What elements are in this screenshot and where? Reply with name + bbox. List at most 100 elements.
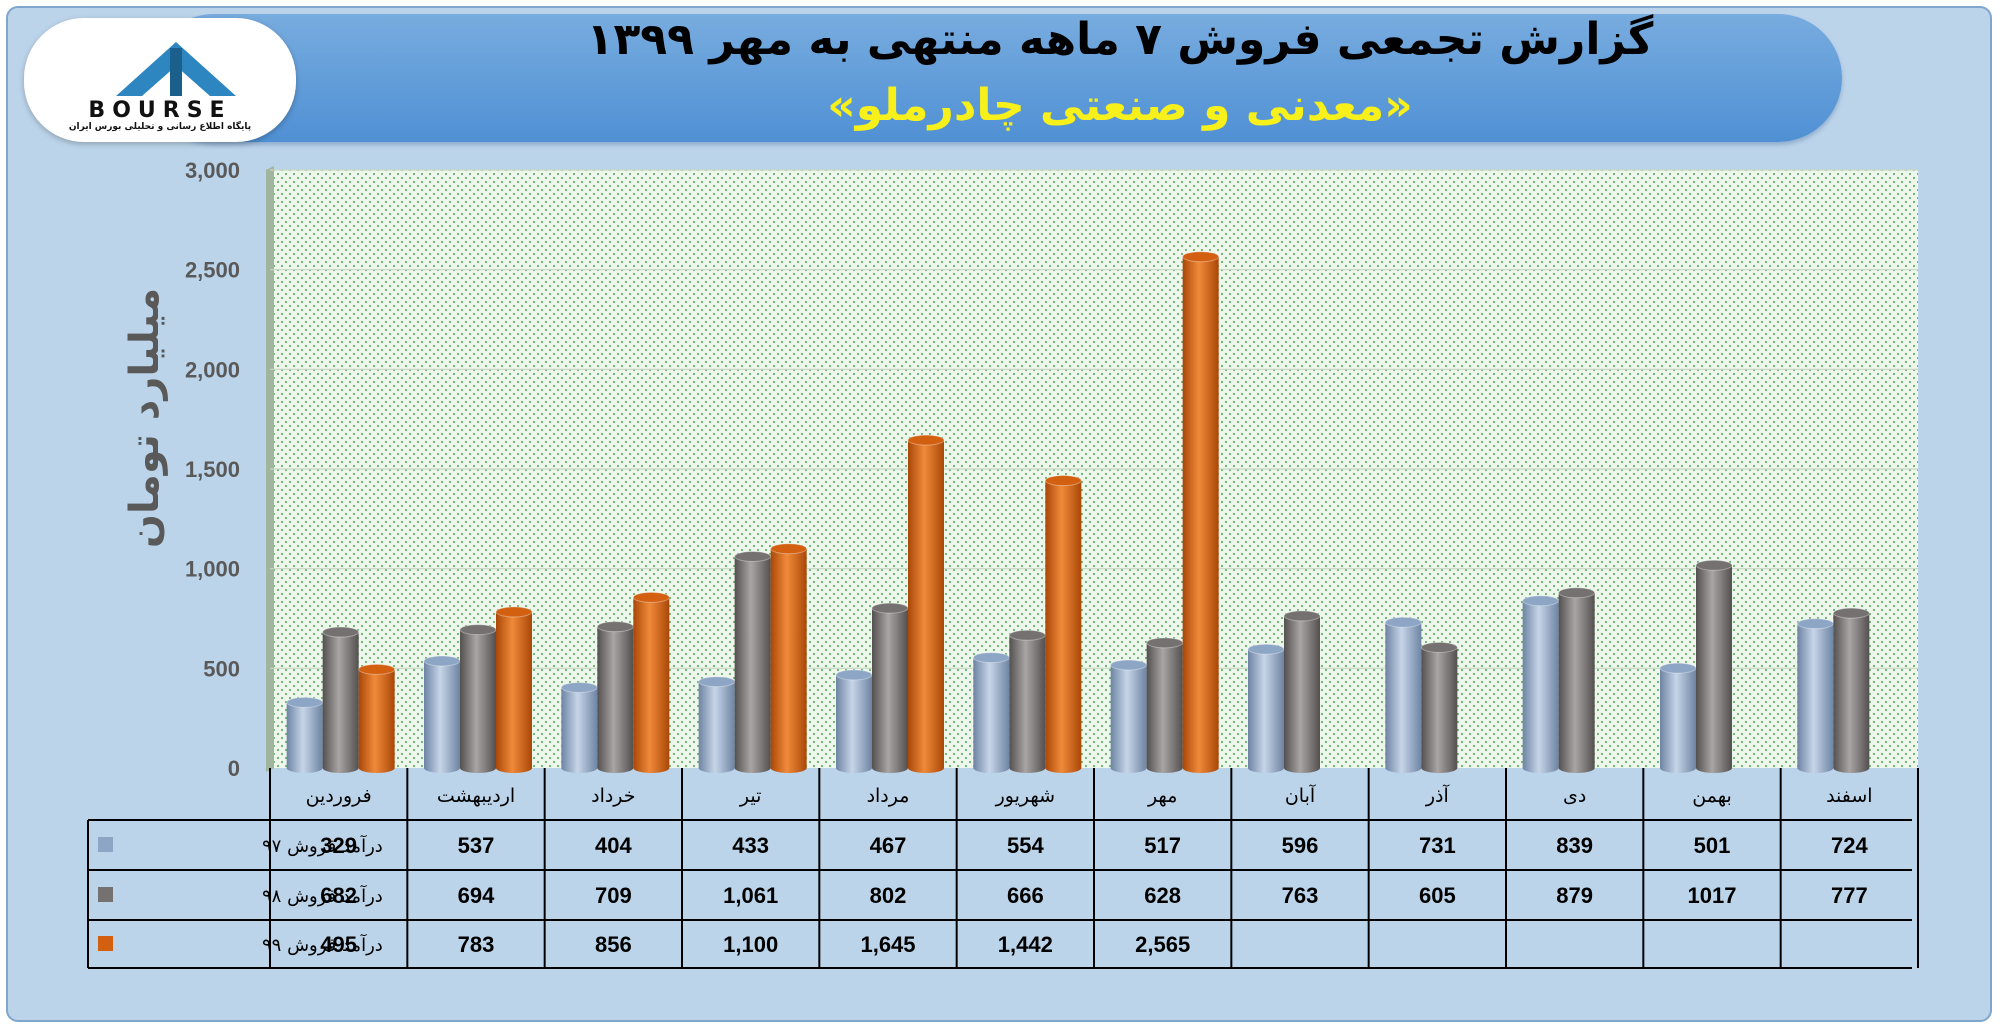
bar	[1659, 662, 1697, 773]
bar	[734, 551, 772, 773]
data-label: 731	[1419, 833, 1456, 858]
bar-body	[1421, 647, 1458, 768]
bourse-logo: BOURSE پایگاه اطلاع رسانی و تحلیلی بورس …	[24, 18, 296, 142]
bar-body	[872, 608, 908, 768]
x-tick-label: آبان	[1285, 783, 1316, 807]
x-tick-label: خرداد	[591, 785, 635, 807]
bar-base	[597, 763, 634, 773]
bar	[972, 652, 1010, 773]
y-tick-label: 3,000	[185, 158, 240, 183]
bar-base	[770, 763, 807, 773]
bar-cap	[1283, 610, 1321, 622]
bar-body	[1182, 256, 1219, 768]
data-label: 2,565	[1135, 932, 1190, 957]
bar-body	[1146, 642, 1183, 768]
bar-cap	[1384, 616, 1422, 628]
bar-base	[358, 763, 395, 773]
logo-caption: پایگاه اطلاع رسانی و تحلیلی بورس ایران	[68, 122, 252, 132]
data-label: 329	[320, 833, 357, 858]
chart-title: گزارش تجمعی فروش ۷ ماهه منتهی به مهر ۱۳۹…	[586, 14, 1654, 65]
data-label: 879	[1556, 883, 1593, 908]
data-label: 1,061	[723, 883, 778, 908]
bar-base	[872, 763, 908, 773]
bar-body	[496, 611, 532, 768]
bar-base	[1558, 763, 1595, 773]
bar-body	[698, 681, 735, 768]
bar-body	[597, 626, 634, 768]
bar-cap	[1146, 637, 1184, 649]
bar-body	[734, 556, 771, 768]
x-tick-label: بهمن	[1692, 785, 1732, 807]
bar-body	[1385, 622, 1422, 768]
bar-body	[633, 597, 670, 768]
bar	[835, 669, 873, 773]
bar	[1522, 595, 1560, 773]
bar-body	[1797, 623, 1834, 768]
bar-body	[1248, 649, 1284, 768]
bar-cap	[1522, 595, 1560, 607]
bar-body	[460, 629, 496, 768]
bar	[907, 434, 945, 773]
bar-body	[1009, 635, 1046, 768]
bar-body	[1833, 613, 1870, 768]
x-tick-label: اسفند	[1826, 785, 1873, 807]
bar-base	[1248, 763, 1284, 773]
bar-base	[836, 763, 872, 773]
bar-body	[286, 702, 323, 768]
bar-cap	[596, 621, 634, 633]
bar-body	[1284, 615, 1320, 768]
x-tick-label: شهریور	[995, 785, 1055, 807]
legend-swatch	[98, 837, 113, 852]
bar-body	[1660, 668, 1696, 768]
bar-body	[561, 687, 598, 768]
gridlines	[270, 169, 1918, 669]
x-tick-label: فروردین	[306, 785, 372, 807]
bar-cap	[459, 624, 497, 636]
data-label: 777	[1831, 883, 1868, 908]
bar-base	[1045, 763, 1082, 773]
bar-base	[633, 763, 670, 773]
bar	[1558, 587, 1596, 773]
legend-label: درآمد فروش ۹۹	[262, 933, 383, 956]
y-tick-label: 0	[228, 756, 240, 781]
bar-cap	[286, 696, 324, 708]
y-tick-label: 1,000	[185, 557, 240, 582]
bar-body	[1045, 480, 1082, 768]
bar-base	[322, 763, 359, 773]
data-label: 537	[458, 833, 495, 858]
bar-body	[836, 674, 872, 768]
bar-base	[561, 763, 598, 773]
bar	[1182, 251, 1220, 773]
bar-base	[973, 763, 1010, 773]
bar	[495, 606, 533, 773]
data-label: 495	[320, 932, 357, 957]
bar-cap	[1110, 659, 1148, 671]
bar-cap	[1008, 629, 1046, 641]
chart-subtitle: «معدنی و صنعتی چادرملو»	[827, 80, 1413, 131]
bar	[596, 621, 634, 773]
bar-body	[770, 548, 807, 768]
bar-cap	[907, 434, 945, 446]
bar-cap	[1832, 607, 1870, 619]
data-label: 554	[1007, 833, 1044, 858]
bar-base	[424, 763, 460, 773]
legend-label: درآمد فروش ۹۷	[262, 834, 383, 857]
bar	[632, 591, 670, 773]
bar-base	[1421, 763, 1458, 773]
bar	[871, 602, 909, 773]
bar	[1384, 616, 1422, 773]
bar	[1146, 637, 1184, 773]
bar-base	[1797, 763, 1834, 773]
bar-cap	[835, 669, 873, 681]
x-tick-label: آذر	[1425, 783, 1450, 807]
bar	[770, 543, 808, 773]
bar	[1008, 629, 1046, 773]
y-axis-label: میلیارد تومان	[122, 288, 168, 548]
data-label: 404	[595, 833, 632, 858]
legend-swatch	[98, 936, 113, 951]
bar-base	[734, 763, 771, 773]
bar-cap	[358, 663, 396, 675]
data-label: 501	[1694, 833, 1731, 858]
x-tick-label: مهر	[1147, 785, 1177, 807]
